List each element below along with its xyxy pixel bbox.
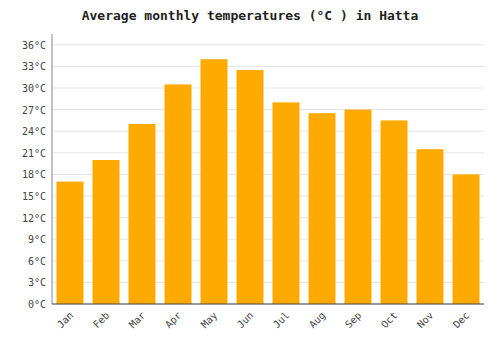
y-tick-label: 0°C — [28, 299, 46, 310]
x-tick-label: Mar — [127, 310, 148, 331]
grid-line — [52, 304, 484, 305]
y-axis: 0°C 3°C 6°C 9°C 12°C 15°C 18°C 21°C 24°C 27°C 30°C… — [22, 40, 484, 310]
y-tick-label: 9°C — [28, 234, 46, 245]
x-tick-label: Jul — [271, 310, 292, 331]
bars — [57, 59, 480, 304]
y-tick-label: 15°C — [22, 191, 46, 202]
x-tick-label: Sep — [343, 310, 364, 331]
bar — [345, 110, 372, 304]
y-tick-label: 18°C — [22, 169, 46, 180]
grid-line — [52, 109, 484, 110]
y-tick-label: 3°C — [28, 277, 46, 288]
bar — [417, 149, 444, 304]
x-tick-label: Nov — [415, 310, 436, 331]
x-tick-label: Aug — [307, 310, 328, 331]
y-tick-label: 12°C — [22, 213, 46, 224]
x-tick-label: Dec — [451, 310, 472, 331]
y-tick-label: 21°C — [22, 148, 46, 159]
x-tick-label: Apr — [163, 310, 184, 331]
bar — [93, 160, 120, 304]
grid-line — [52, 88, 484, 89]
x-tick-label: May — [199, 310, 220, 331]
bar — [129, 124, 156, 304]
y-tick-label: 6°C — [28, 256, 46, 267]
y-tick-label: 27°C — [22, 105, 46, 116]
y-tick-label: 33°C — [22, 61, 46, 72]
bar — [381, 120, 408, 304]
x-axis: Jan Feb Mar Apr May Jun Jul Aug Sep Oct Nov Dec — [55, 310, 472, 331]
grid-line — [52, 44, 484, 45]
x-tick-label: Jun — [235, 310, 256, 331]
y-tick-label: 24°C — [22, 126, 46, 137]
y-tick-label: 30°C — [22, 83, 46, 94]
bar — [165, 84, 192, 304]
bar — [57, 182, 84, 304]
bar — [273, 102, 300, 304]
x-tick-label: Oct — [379, 310, 400, 331]
chart-container: Average monthly temperatures (°C ) in Ha… — [0, 0, 500, 350]
y-tick-label: 36°C — [22, 40, 46, 51]
bar — [237, 70, 264, 304]
y-axis-line — [52, 34, 53, 304]
x-axis-line — [52, 304, 484, 305]
bar — [309, 113, 336, 304]
chart-title: Average monthly temperatures (°C ) in Ha… — [82, 8, 419, 23]
bar — [453, 174, 480, 304]
x-tick-label: Feb — [91, 310, 112, 331]
chart-svg: Average monthly temperatures (°C ) in Ha… — [0, 0, 500, 350]
bar — [201, 59, 228, 304]
grid-line — [52, 131, 484, 132]
grid-line — [52, 66, 484, 67]
x-tick-label: Jan — [55, 310, 76, 331]
